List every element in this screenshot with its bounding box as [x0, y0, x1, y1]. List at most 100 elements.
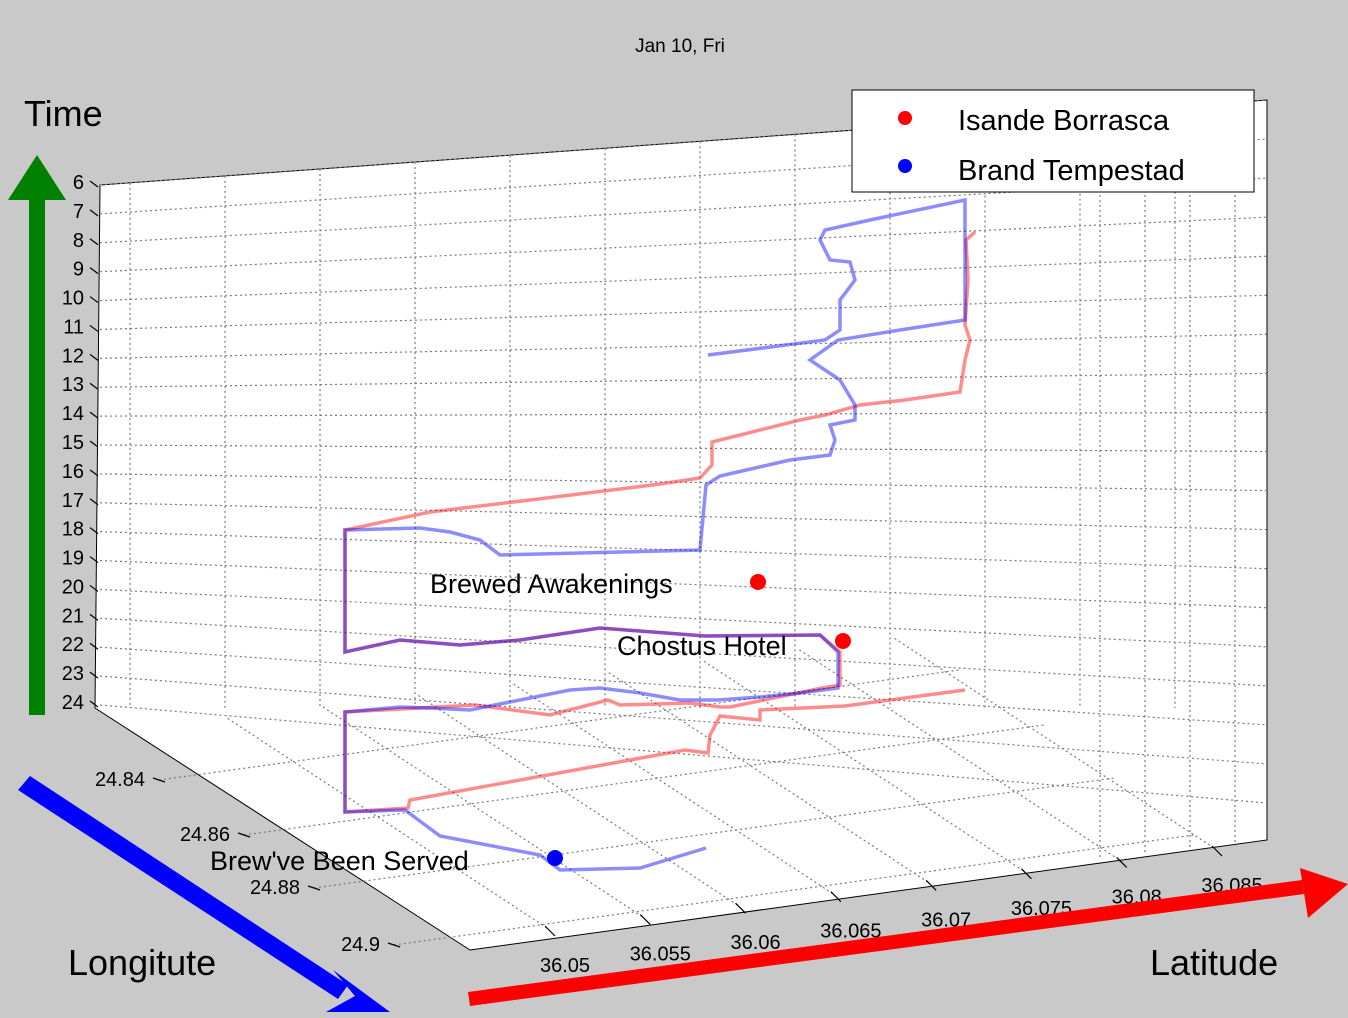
- lon-tick-label: 24.88: [250, 877, 300, 899]
- brewed-awakenings-label: Brewed Awakenings: [430, 569, 673, 599]
- z-tick-label: 6: [73, 172, 84, 194]
- brewed-awakenings-marker: [750, 574, 766, 590]
- z-tick-mark: [89, 498, 99, 506]
- lat-grid-line: [607, 671, 929, 883]
- latitude-arrow: [468, 868, 1348, 1006]
- z-tick-mark: [89, 238, 99, 246]
- z-tick-label: 22: [62, 634, 84, 656]
- lat-grid-line: [703, 660, 1024, 872]
- brewve-been-served-marker: [547, 850, 563, 866]
- z-tick-mark: [89, 411, 99, 419]
- lon-tick-mark: [387, 942, 401, 948]
- longitude-arrow-head: [326, 970, 390, 1012]
- chart-title: Jan 10, Fri: [635, 36, 725, 57]
- lat-grid-line: [893, 637, 1215, 849]
- z-tick-labels: 6 7 8 9 10 11 12 13 14 15 16 17 18 19 20 21 22 23 24: [62, 172, 99, 714]
- z-tick-label: 23: [62, 663, 84, 685]
- lat-tick-label: 36.07: [921, 909, 971, 931]
- z-tick-label: 24: [62, 692, 84, 714]
- time-axis-annotation: Time: [24, 93, 103, 134]
- lat-grid-line: [512, 683, 834, 895]
- lat-grid-line: [321, 706, 643, 918]
- latitude-tick-labels: 36.0536.05536.0636.06536.0736.07536.0836…: [540, 845, 1263, 977]
- chostus-hotel-label: Chostus Hotel: [617, 631, 787, 661]
- z-tick-mark: [89, 556, 99, 564]
- lat-tick-label: 36.06: [731, 932, 781, 954]
- lat-tick-label: 36.065: [820, 921, 881, 943]
- z-tick-label: 16: [62, 461, 84, 483]
- lon-tick-label: 24.84: [95, 769, 145, 791]
- chostus-hotel-marker: [835, 633, 851, 649]
- z-tick-mark: [89, 382, 99, 390]
- z-tick-label: 17: [62, 490, 84, 512]
- time-arrow: [8, 155, 66, 715]
- latitude-arrow-head: [1300, 868, 1348, 918]
- z-tick-label: 9: [73, 259, 84, 281]
- z-tick-label: 8: [73, 230, 84, 252]
- lon-tick-mark: [237, 832, 251, 838]
- lat-grid-line: [798, 648, 1120, 860]
- lon-tick-label: 24.9: [341, 934, 380, 956]
- z-tick-mark: [89, 613, 99, 621]
- z-tick-label: 14: [62, 403, 84, 425]
- z-tick-mark: [89, 180, 99, 188]
- z-tick-label: 15: [62, 432, 84, 454]
- longitude-axis-annotation: Longitute: [68, 942, 216, 983]
- z-grid-line: [99, 704, 1268, 804]
- lat-tick-mark: [544, 925, 556, 937]
- lat-tick-label: 36.055: [630, 944, 691, 966]
- longitude-arrow-shaft: [18, 776, 348, 999]
- z-tick-label: 13: [62, 374, 84, 396]
- lat-tick-label: 36.05: [540, 955, 590, 977]
- z-tick-label: 19: [62, 548, 84, 570]
- latitude-axis-annotation: Latitude: [1150, 942, 1278, 983]
- latitude-arrow-shaft: [468, 880, 1304, 1006]
- legend-marker-isande: [898, 111, 912, 125]
- time-arrow-shaft: [29, 195, 45, 715]
- z-tick-mark: [89, 584, 99, 592]
- z-tick-mark: [89, 469, 99, 477]
- z-tick-mark: [89, 642, 99, 650]
- z-tick-mark: [89, 353, 99, 361]
- lat-grid-line: [226, 717, 548, 929]
- z-tick-label: 12: [62, 345, 84, 367]
- z-tick-mark: [89, 671, 99, 679]
- lat-tick-mark: [830, 891, 842, 903]
- legend-label-isande: Isande Borrasca: [958, 105, 1170, 137]
- z-tick-label: 11: [63, 316, 84, 338]
- z-tick-label: 18: [62, 519, 84, 541]
- z-tick-mark: [89, 700, 99, 708]
- z-tick-label: 20: [62, 576, 84, 598]
- lon-tick-mark: [307, 885, 321, 891]
- lat-tick-mark: [1021, 868, 1032, 880]
- z-tick-mark: [89, 267, 99, 275]
- z-tick-mark: [89, 527, 99, 535]
- z-tick-mark: [89, 324, 99, 332]
- lat-tick-mark: [925, 879, 937, 891]
- z-tick-label: 7: [73, 201, 84, 223]
- time-arrow-head: [8, 155, 66, 200]
- legend: Isande Borrasca Brand Tempestad: [851, 89, 1255, 193]
- z-tick-label: 21: [62, 605, 84, 627]
- z-grid-line: [99, 675, 1268, 765]
- z-tick-mark: [89, 296, 99, 304]
- longitude-tick-labels: 24.84 24.86 24.88 24.9: [95, 769, 401, 956]
- lon-tick-label: 24.86: [180, 824, 230, 846]
- series-isande-borrasca-path: [343, 230, 977, 814]
- legend-label-brand: Brand Tempestad: [958, 155, 1185, 187]
- lat-grid-line: [417, 694, 738, 906]
- lat-tick-mark: [735, 902, 746, 914]
- legend-box: [851, 89, 1255, 193]
- series-brand-tempestad-path: [343, 197, 967, 872]
- z-tick-label: 10: [62, 288, 84, 310]
- z-tick-mark: [89, 209, 99, 217]
- brewve-been-served-label: Brew've Been Served: [210, 846, 469, 876]
- lat-tick-mark: [1116, 857, 1128, 868]
- z-tick-mark: [89, 440, 99, 448]
- lon-tick-mark: [152, 777, 166, 783]
- grid-lines: [99, 99, 1268, 946]
- legend-marker-brand: [898, 159, 912, 173]
- longitude-arrow: [18, 776, 390, 1012]
